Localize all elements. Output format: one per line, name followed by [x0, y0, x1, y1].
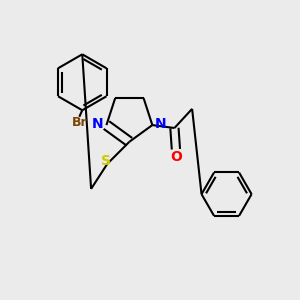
Text: O: O [170, 151, 182, 164]
Text: N: N [155, 117, 167, 130]
Text: S: S [101, 154, 111, 169]
Text: N: N [92, 117, 103, 130]
Text: Br: Br [71, 116, 87, 129]
